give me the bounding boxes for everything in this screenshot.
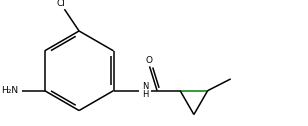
Text: Cl: Cl <box>57 0 66 8</box>
Text: H₂N: H₂N <box>2 86 19 95</box>
Text: N
H: N H <box>142 82 148 99</box>
Text: O: O <box>145 56 152 65</box>
